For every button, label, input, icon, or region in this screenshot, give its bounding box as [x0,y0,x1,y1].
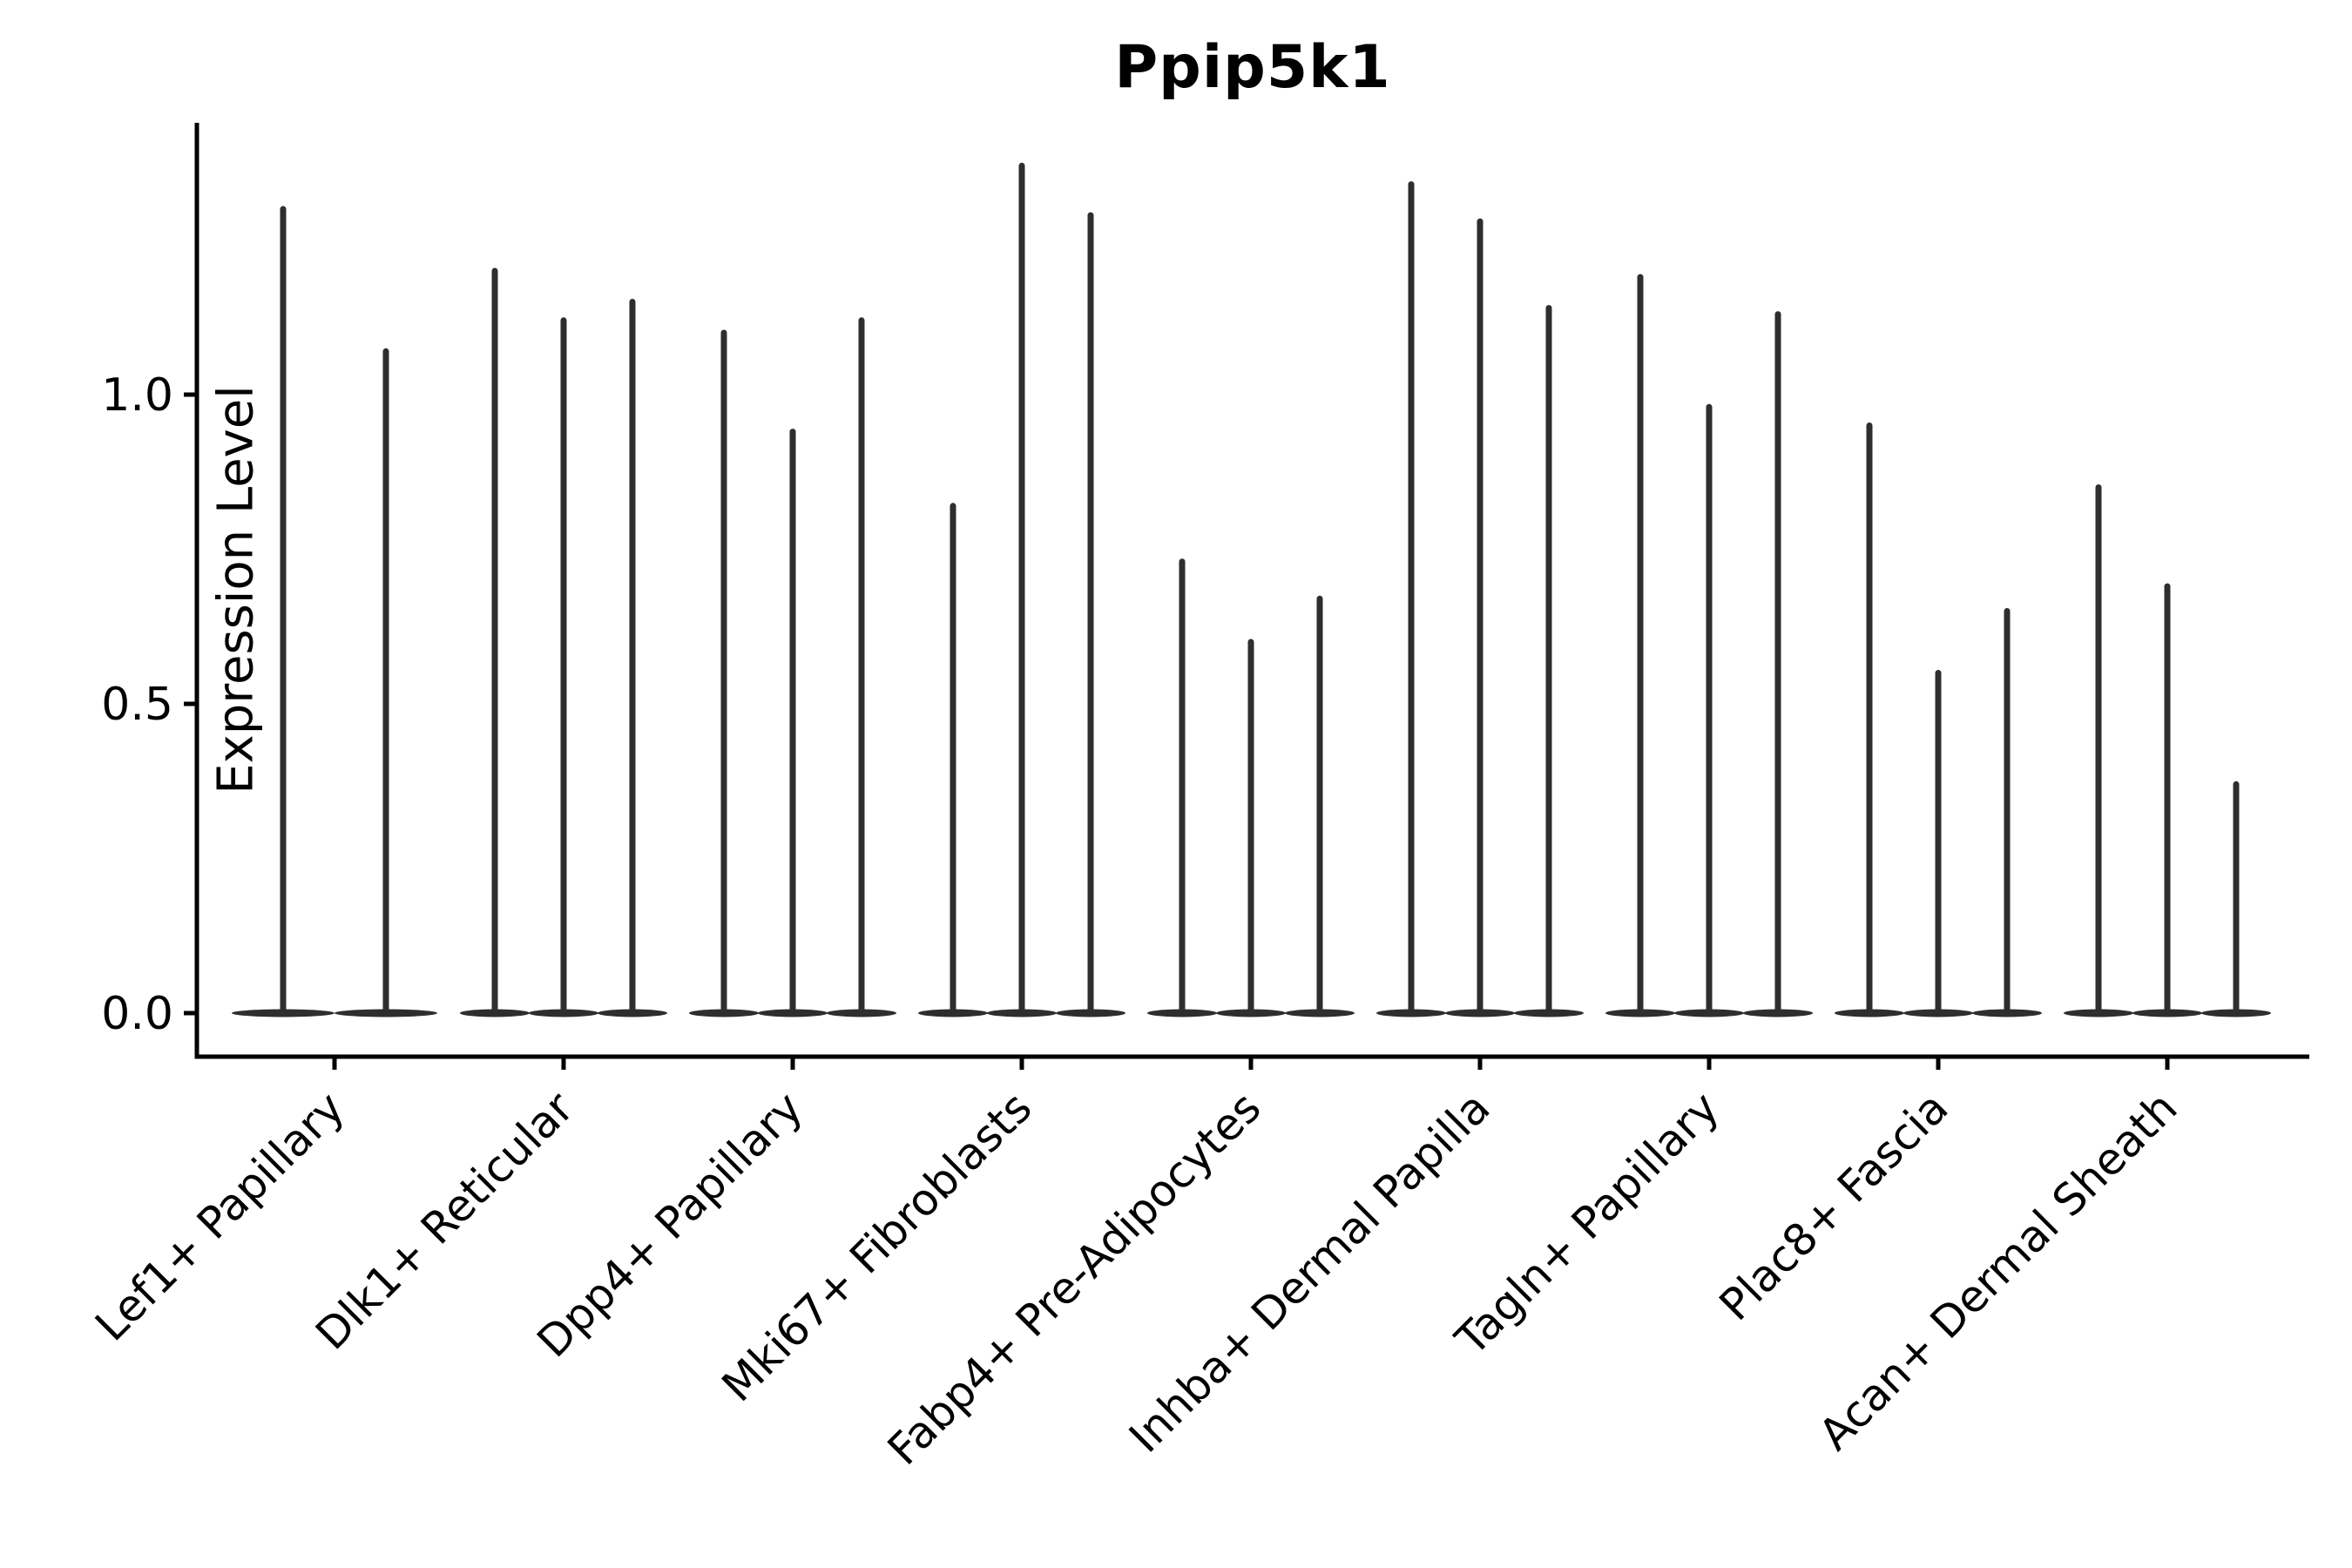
axis-spines [194,123,2309,1059]
x-tick-label: Lef1+ Papillary [85,1082,354,1350]
y-axis-title: Expression Level [207,385,265,794]
chart-title: Ppip5k1 [1114,33,1391,102]
x-tick-label: Fabp4+ Pre-Adipocytes [878,1082,1271,1475]
y-tick-label: 0.0 [101,988,173,1040]
y-tick-label: 0.5 [101,679,173,731]
x-tick-label: Plac8+ Fascia [1710,1082,1958,1330]
y-tick-label: 1.0 [101,369,173,422]
